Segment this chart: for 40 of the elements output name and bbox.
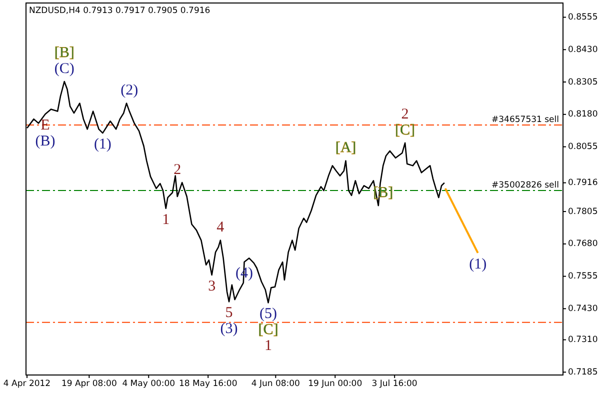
x-tick-label: 19 Jun 00:00 (308, 379, 362, 389)
annotation: 4 (216, 220, 225, 236)
annotation: (B) (35, 134, 56, 150)
annotation: 2 (174, 162, 182, 178)
annotation: (3) (220, 321, 238, 338)
annotation: (5) (259, 306, 277, 322)
annotation: 5 (225, 305, 233, 322)
ref-line-label: #35002826 sell (492, 180, 559, 191)
y-tick-label: 0.7430 (568, 304, 598, 314)
annotation: [B] (54, 44, 74, 61)
x-tick-label: 4 Apr 2012 (3, 379, 51, 389)
y-tick-label: 0.7185 (568, 367, 598, 378)
annotation: 1 (264, 338, 272, 354)
y-tick-label: 0.7310 (568, 335, 598, 346)
annotation: [C] (258, 322, 278, 338)
annotation: (C) (54, 60, 74, 77)
y-tick-label: 0.8180 (568, 110, 598, 120)
y-tick-label: 0.8305 (568, 77, 598, 88)
y-tick-label: 0.8430 (568, 44, 598, 55)
annotation: (2) (120, 82, 138, 99)
annotation: 1 (162, 212, 170, 228)
x-tick-label: 4 Jun 08:00 (251, 379, 300, 389)
annotation: [A] (335, 140, 356, 156)
y-tick-label: 0.7680 (568, 239, 598, 250)
x-tick-label: 18 May 16:00 (178, 379, 238, 389)
annotation: (1) (469, 256, 487, 272)
annotation: 2 (401, 106, 409, 122)
y-tick-label: 0.7916 (568, 178, 598, 188)
y-tick-label: 0.8055 (568, 142, 598, 152)
annotation: 3 (208, 278, 216, 294)
x-tick-label: 3 Jul 16:00 (372, 379, 418, 389)
y-tick-label: 0.7805 (568, 206, 598, 217)
x-tick-label: 19 Apr 08:00 (61, 379, 117, 389)
y-tick-label: 0.8555 (568, 12, 598, 23)
x-tick-label: 4 May 00:00 (122, 379, 176, 389)
y-tick-label: 0.7555 (568, 272, 598, 282)
chart-title: NZDUSD,H4 0.7913 0.7917 0.7905 0.7916 (29, 6, 210, 16)
annotation: (1) (94, 136, 112, 152)
ref-line-label: #34657531 sell (492, 115, 559, 126)
annotation: [C] (395, 122, 416, 138)
